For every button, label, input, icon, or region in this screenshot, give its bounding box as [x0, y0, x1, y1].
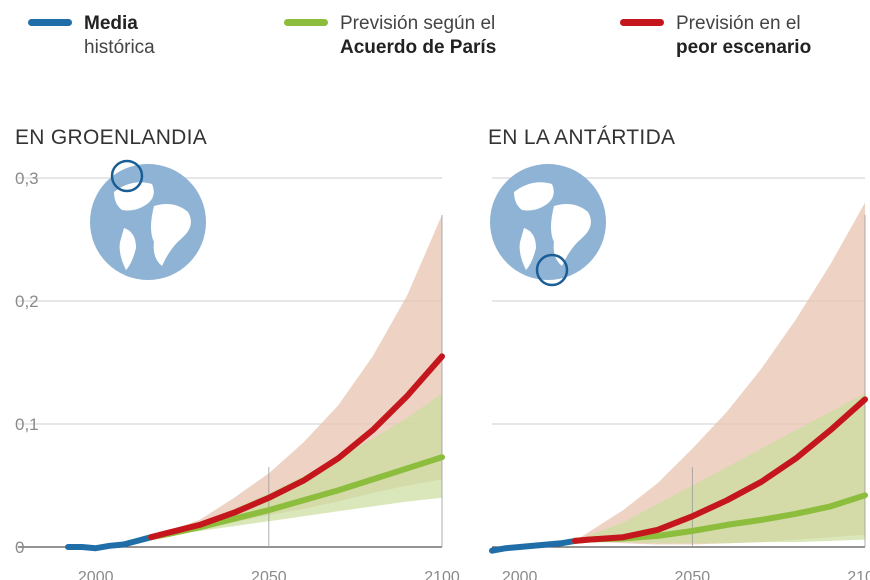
legend: Media histórica Previsión según el Acuer…	[0, 12, 870, 72]
legend-swatch-worst	[620, 19, 664, 26]
globe-land-south-groenlandia	[119, 228, 136, 270]
legend-worst-line1: Previsión en el	[676, 13, 801, 34]
legend-item-paris: Previsión según el Acuerdo de París	[284, 12, 496, 60]
globe-land-east-groenlandia	[151, 204, 191, 266]
x-tick-label-groenlandia-2: 2100	[424, 569, 460, 580]
y-tick-label-groenlandia-3: 0	[15, 538, 24, 557]
globe-highlight-ring-groenlandia	[110, 159, 144, 193]
series-line-worst-antartida	[571, 396, 868, 544]
series-line-worst-groenlandia	[148, 353, 445, 541]
x-tick-label-groenlandia-1: 2050	[251, 569, 287, 580]
legend-item-historic: Media histórica	[28, 12, 155, 60]
x-tick-label-antartida-1: 2050	[675, 569, 711, 580]
legend-historic-line1: Media	[84, 13, 138, 34]
legend-swatch-historic	[28, 19, 72, 26]
y-tick-label-groenlandia-2: 0,1	[15, 415, 39, 434]
legend-worst-line2: peor escenario	[676, 37, 812, 58]
band-paris-antartida	[574, 393, 865, 544]
panel-title-groenlandia: EN GROENLANDIA	[15, 126, 207, 149]
legend-item-worst: Previsión en el peor escenario	[620, 12, 811, 60]
y-tick-label-groenlandia-1: 0,2	[15, 292, 39, 311]
globe-land-north-groenlandia	[114, 182, 154, 211]
legend-historic-line2: histórica	[84, 37, 155, 58]
globe-land-south-antartida	[519, 228, 536, 270]
globe-highlight-ring-antartida	[535, 253, 569, 287]
band-paris-groenlandia	[151, 393, 442, 538]
legend-paris-line1: Previsión según el	[340, 13, 496, 34]
legend-swatch-paris	[284, 19, 328, 26]
y-tick-label-groenlandia-0: 0,3	[15, 169, 39, 188]
globe-land-east-antartida	[551, 204, 591, 266]
legend-paris-line2: Acuerdo de París	[340, 37, 497, 58]
x-tick-label-groenlandia-0: 2000	[78, 569, 114, 580]
globe-land-north-antartida	[514, 182, 554, 211]
x-tick-label-antartida-2: 2100	[847, 569, 870, 580]
panel-title-antartida: EN LA ANTÁRTIDA	[488, 126, 675, 149]
x-tick-label-antartida-0: 2000	[502, 569, 538, 580]
